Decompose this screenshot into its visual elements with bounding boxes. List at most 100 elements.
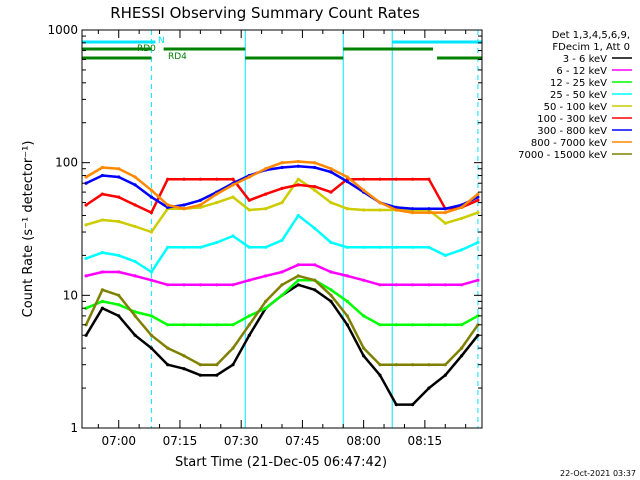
y-axis-label: Count Rate (s⁻¹ detector⁻¹): [21, 141, 36, 318]
point-12-25-kev-19: [378, 323, 382, 327]
point-3-6-kev-19: [378, 373, 382, 377]
point-12-25-kev-4: [133, 310, 137, 314]
point-7000-15000-kev-11: [247, 323, 251, 327]
point-3-6-kev-1: [84, 333, 88, 337]
point-800-7000-kev-11: [247, 175, 251, 179]
legend-label-300-800-kev: 300 - 800 keV: [537, 126, 607, 137]
point-12-25-kev-8: [198, 323, 202, 327]
point-7000-15000-kev-16: [329, 293, 333, 297]
point-300-800-kev-20: [394, 205, 398, 209]
point-25-50-kev-8: [198, 245, 202, 249]
point-7000-15000-kev-2: [100, 288, 104, 292]
point-100-300-kev-11: [247, 198, 251, 202]
point-50-100-kev-23: [443, 221, 447, 225]
point-12-25-kev-21: [411, 323, 415, 327]
point-800-7000-kev-15: [313, 161, 317, 165]
point-25-50-kev-10: [231, 234, 235, 238]
chart-title: RHESSI Observing Summary Count Rates: [110, 4, 420, 22]
point-25-50-kev-15: [313, 226, 317, 230]
point-3-6-kev-24: [460, 354, 464, 358]
point-7000-15000-kev-3: [117, 293, 121, 297]
point-25-50-kev-16: [329, 240, 333, 245]
point-7000-15000-kev-13: [280, 283, 284, 287]
y-tick-label-10: 10: [63, 288, 78, 302]
point-12-25-kev-10: [231, 323, 235, 327]
point-800-7000-kev-8: [198, 203, 202, 207]
x-tick-label-07-45: 07:45: [285, 434, 320, 448]
point-7000-15000-kev-14: [296, 274, 300, 278]
point-25-50-kev-19: [378, 245, 382, 249]
x-tick-label-07-15: 07:15: [163, 434, 198, 448]
point-6-12-kev-15: [313, 263, 317, 267]
point-50-100-kev-1: [84, 223, 88, 227]
point-25-50-kev-14: [296, 213, 300, 218]
legend-label-3-6-kev: 3 - 6 keV: [563, 54, 607, 65]
point-800-7000-kev-17: [345, 175, 349, 179]
point-7000-15000-kev-17: [345, 314, 349, 318]
point-100-300-kev-22: [427, 177, 431, 181]
point-25-50-kev-9: [215, 240, 219, 245]
point-50-100-kev-19: [378, 208, 382, 212]
point-25-50-kev-12: [264, 245, 268, 249]
point-7000-15000-kev-24: [460, 346, 464, 350]
point-800-7000-kev-16: [329, 167, 333, 171]
legend: Det 1,3,4,5,6,9,FDecim 1, Att 03 - 6 keV…: [518, 30, 632, 161]
point-50-100-kev-24: [460, 216, 464, 220]
point-25-50-kev-13: [280, 238, 284, 242]
point-3-6-kev-21: [411, 403, 415, 407]
point-6-12-kev-6: [166, 283, 170, 287]
point-25-50-kev-11: [247, 245, 251, 249]
point-800-7000-kev-9: [215, 192, 219, 196]
point-7000-15000-kev-5: [149, 333, 153, 337]
point-3-6-kev-15: [313, 288, 317, 292]
point-100-300-kev-2: [100, 192, 104, 196]
point-300-800-kev-7: [182, 203, 186, 207]
point-6-12-kev-7: [182, 283, 186, 287]
series-25-50-kev: [85, 214, 479, 274]
y-tick-label-1000: 1000: [47, 23, 78, 37]
point-6-12-kev-18: [362, 278, 366, 282]
point-100-300-kev-14: [296, 183, 300, 187]
point-25-50-kev-7: [182, 245, 186, 249]
point-300-800-kev-22: [427, 207, 431, 211]
y-tick-label-1: 1: [70, 421, 78, 435]
point-300-800-kev-6: [166, 205, 170, 209]
point-25-50-kev-3: [117, 253, 121, 257]
point-3-6-kev-16: [329, 299, 333, 303]
point-50-100-kev-14: [296, 177, 300, 181]
point-25-50-kev-4: [133, 259, 137, 264]
point-25-50-kev-20: [394, 245, 398, 249]
point-25-50-kev-1: [84, 256, 88, 260]
point-100-300-kev-20: [394, 177, 398, 181]
point-3-6-kev-11: [247, 333, 251, 337]
point-6-12-kev-9: [215, 283, 219, 287]
point-50-100-kev-15: [313, 188, 317, 192]
point-300-800-kev-14: [296, 164, 300, 168]
point-6-12-kev-22: [427, 283, 431, 287]
point-300-800-kev-16: [329, 170, 333, 174]
x-tick-label-08-15: 08:15: [408, 434, 443, 448]
point-50-100-kev-11: [247, 208, 251, 212]
point-300-800-kev-3: [117, 175, 121, 179]
x-tick-label-07-00: 07:00: [101, 434, 136, 448]
point-12-25-kev-12: [264, 306, 268, 310]
point-12-25-kev-20: [394, 323, 398, 327]
point-7000-15000-kev-19: [378, 363, 382, 367]
point-800-7000-kev-19: [378, 201, 382, 205]
point-6-12-kev-17: [345, 274, 349, 278]
point-300-800-kev-1: [84, 181, 88, 185]
point-12-25-kev-22: [427, 323, 431, 327]
series-3-6-kev: [85, 283, 479, 406]
legend-label-7000-15000-kev: 7000 - 15000 keV: [518, 150, 607, 161]
point-25-50-kev-24: [460, 248, 464, 252]
point-6-12-kev-16: [329, 270, 333, 274]
flag-n-label: N: [158, 36, 165, 46]
point-50-100-kev-13: [280, 201, 284, 205]
point-100-300-kev-15: [313, 185, 317, 189]
y-tick-label-100: 100: [55, 156, 78, 170]
point-100-300-kev-16: [329, 190, 333, 194]
point-6-12-kev-24: [460, 283, 464, 287]
point-300-800-kev-23: [443, 207, 447, 211]
point-800-7000-kev-5: [149, 188, 153, 192]
